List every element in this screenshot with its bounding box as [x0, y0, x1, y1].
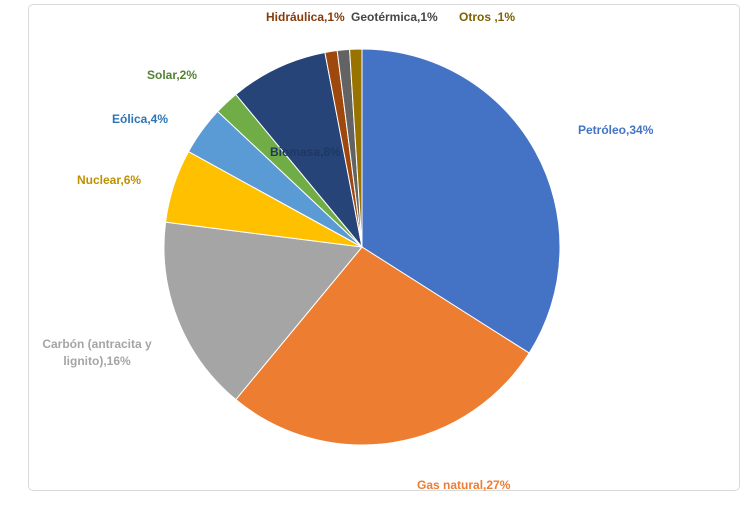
pie-slice-biomasa[interactable]: [235, 51, 363, 248]
pie-slice-gas-natural[interactable]: [235, 246, 530, 446]
pie-slice-petroleo[interactable]: [361, 48, 561, 354]
pie-slice-otros[interactable]: [349, 48, 363, 248]
pie-slice-carbon[interactable]: [163, 221, 363, 401]
